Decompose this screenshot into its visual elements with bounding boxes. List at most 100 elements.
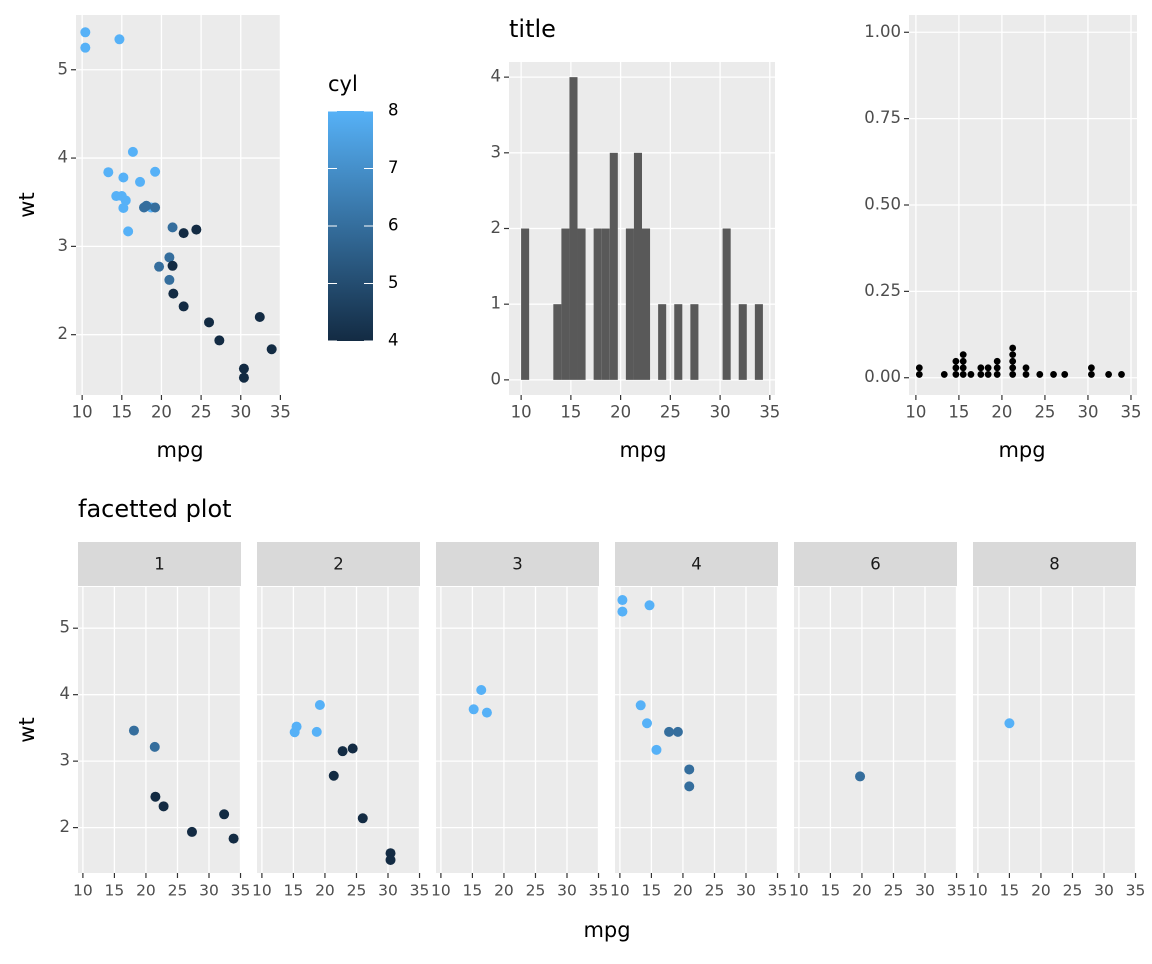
dot bbox=[1088, 371, 1095, 378]
bar bbox=[553, 304, 562, 380]
dot bbox=[1009, 357, 1017, 365]
panel-background bbox=[257, 587, 420, 873]
dot bbox=[977, 371, 985, 378]
y-tick-label: 2 bbox=[58, 324, 69, 343]
dot bbox=[1061, 371, 1069, 378]
y-axis-title: wt bbox=[15, 192, 39, 217]
x-tick-label: 35 bbox=[589, 882, 609, 900]
point bbox=[128, 725, 139, 736]
point bbox=[116, 191, 127, 202]
x-tick-label: 30 bbox=[710, 403, 731, 422]
x-axis-title: mpg bbox=[583, 918, 630, 942]
x-tick-label: 25 bbox=[191, 403, 212, 422]
x-tick-label: 35 bbox=[947, 882, 967, 900]
dot bbox=[915, 364, 923, 372]
point bbox=[635, 700, 646, 711]
dot bbox=[1118, 371, 1125, 378]
y-tick-label: 0 bbox=[491, 369, 502, 388]
x-tick-label: 10 bbox=[252, 882, 272, 900]
point bbox=[118, 172, 129, 183]
bar bbox=[738, 304, 747, 380]
x-tick-label: 35 bbox=[231, 882, 251, 900]
point bbox=[123, 226, 134, 237]
point bbox=[118, 202, 129, 213]
bar bbox=[601, 228, 610, 380]
point bbox=[347, 743, 358, 754]
bar bbox=[754, 304, 763, 380]
dot bbox=[993, 364, 1001, 372]
x-tick-label: 20 bbox=[494, 882, 514, 900]
x-tick-label: 15 bbox=[948, 403, 969, 422]
y-tick-label: 1.00 bbox=[864, 22, 901, 41]
point bbox=[385, 854, 396, 865]
dot bbox=[959, 351, 967, 359]
point bbox=[204, 317, 215, 328]
point bbox=[481, 707, 492, 718]
legend-label: 5 bbox=[388, 273, 399, 292]
dot bbox=[1009, 344, 1017, 352]
point bbox=[672, 726, 683, 737]
panel-background bbox=[794, 587, 957, 873]
point bbox=[127, 146, 138, 157]
x-tick-label: 15 bbox=[463, 882, 483, 900]
strip bbox=[973, 542, 1136, 586]
x-tick-label: 35 bbox=[759, 403, 780, 422]
x-axis-title: mpg bbox=[156, 438, 203, 462]
point bbox=[149, 741, 160, 752]
dot bbox=[984, 371, 992, 378]
strip bbox=[794, 542, 957, 586]
y-axis-title: wt bbox=[15, 717, 39, 742]
legend-label: 8 bbox=[388, 101, 399, 120]
y-tick-label: 3 bbox=[60, 751, 71, 770]
panel-background bbox=[436, 587, 599, 873]
bar bbox=[658, 304, 667, 380]
dot bbox=[977, 364, 985, 372]
panel-background bbox=[76, 15, 281, 395]
x-tick-label: 30 bbox=[1077, 403, 1098, 422]
legend-label: 6 bbox=[388, 216, 399, 235]
x-tick-label: 25 bbox=[347, 882, 367, 900]
point bbox=[855, 771, 866, 782]
strip-label: 3 bbox=[512, 555, 523, 574]
y-tick-label: 4 bbox=[491, 67, 502, 86]
point bbox=[164, 274, 175, 285]
point bbox=[154, 261, 165, 272]
strip-label: 4 bbox=[691, 555, 702, 574]
x-tick-label: 20 bbox=[1031, 882, 1051, 900]
bar bbox=[609, 152, 618, 380]
dot bbox=[959, 371, 967, 378]
dot bbox=[984, 364, 992, 372]
bar bbox=[633, 152, 642, 380]
x-tick-label: 25 bbox=[1034, 403, 1055, 422]
x-tick-label: 30 bbox=[915, 882, 935, 900]
point bbox=[617, 606, 628, 617]
y-tick-label: 5 bbox=[60, 618, 71, 637]
legend-label: 4 bbox=[388, 331, 399, 350]
x-tick-label: 20 bbox=[991, 403, 1012, 422]
point bbox=[150, 791, 161, 802]
strip-label: 6 bbox=[870, 555, 881, 574]
bar bbox=[722, 228, 731, 380]
dot bbox=[1105, 371, 1113, 378]
bar bbox=[521, 228, 530, 380]
x-tick-label: 10 bbox=[789, 882, 809, 900]
panel-background bbox=[973, 587, 1136, 873]
point bbox=[337, 746, 348, 757]
point bbox=[617, 595, 628, 606]
strip-label: 8 bbox=[1049, 555, 1060, 574]
x-tick-label: 25 bbox=[884, 882, 904, 900]
strip bbox=[78, 542, 241, 586]
point bbox=[164, 252, 175, 263]
x-tick-label: 30 bbox=[378, 882, 398, 900]
x-tick-label: 10 bbox=[431, 882, 451, 900]
bar bbox=[569, 77, 578, 380]
bar bbox=[642, 228, 651, 380]
point bbox=[238, 372, 249, 383]
x-tick-label: 15 bbox=[111, 403, 132, 422]
y-tick-label: 3 bbox=[491, 142, 502, 161]
point bbox=[476, 685, 487, 696]
x-tick-label: 20 bbox=[315, 882, 335, 900]
point bbox=[684, 781, 695, 792]
x-tick-label: 30 bbox=[557, 882, 577, 900]
